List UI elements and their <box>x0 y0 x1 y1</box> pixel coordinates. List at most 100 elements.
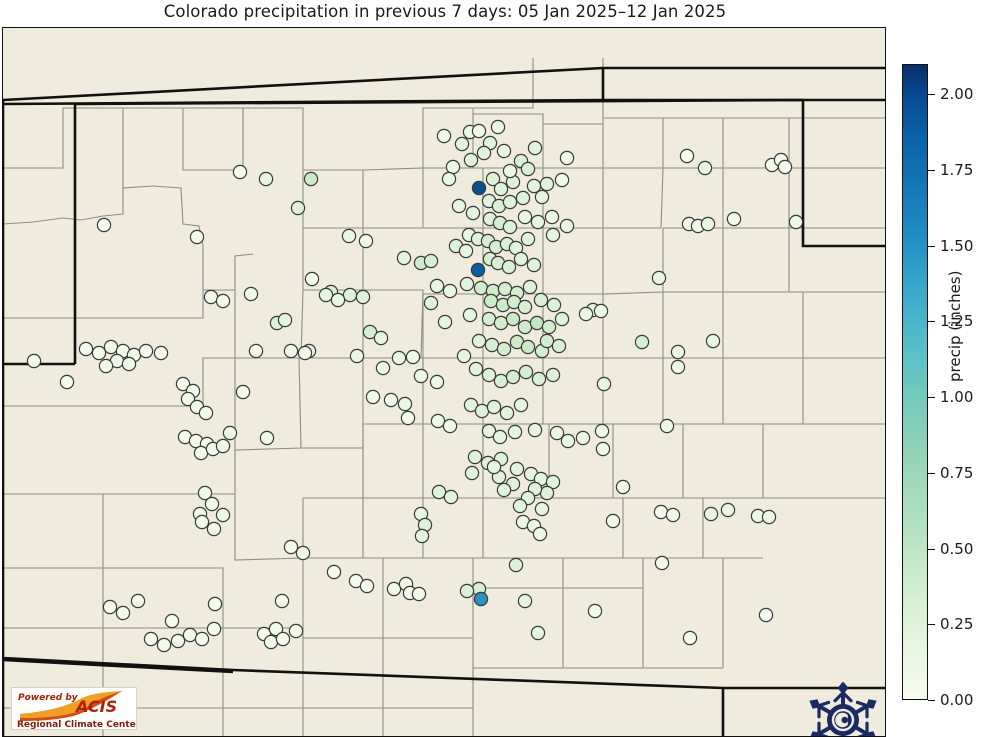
station-marker[interactable] <box>493 181 509 197</box>
station-marker[interactable] <box>490 119 506 135</box>
station-marker[interactable] <box>156 637 172 653</box>
station-marker[interactable] <box>91 345 107 361</box>
station-marker[interactable] <box>545 474 561 490</box>
station-marker[interactable] <box>651 270 667 286</box>
station-marker[interactable] <box>634 334 650 350</box>
station-marker[interactable] <box>59 374 75 390</box>
station-marker[interactable] <box>483 293 499 309</box>
station-marker[interactable] <box>559 150 575 166</box>
station-marker[interactable] <box>383 392 399 408</box>
station-marker[interactable] <box>703 506 719 522</box>
station-marker[interactable] <box>203 289 219 305</box>
station-marker[interactable] <box>505 311 521 327</box>
station-marker[interactable] <box>258 171 274 187</box>
station-marker[interactable] <box>463 397 479 413</box>
station-marker[interactable] <box>761 509 777 525</box>
station-marker[interactable] <box>544 209 560 225</box>
station-marker[interactable] <box>496 143 512 159</box>
station-marker[interactable] <box>207 596 223 612</box>
station-marker[interactable] <box>587 603 603 619</box>
station-marker[interactable] <box>193 445 209 461</box>
station-marker[interactable] <box>496 482 512 498</box>
station-marker[interactable] <box>545 227 561 243</box>
station-marker[interactable] <box>359 578 375 594</box>
station-marker[interactable] <box>512 498 528 514</box>
station-marker[interactable] <box>198 405 214 421</box>
station-marker[interactable] <box>593 303 609 319</box>
station-marker[interactable] <box>508 557 524 573</box>
station-marker[interactable] <box>493 315 509 331</box>
station-marker[interactable] <box>429 374 445 390</box>
station-marker[interactable] <box>365 389 381 405</box>
station-marker[interactable] <box>215 438 231 454</box>
station-marker[interactable] <box>549 425 565 441</box>
station-marker[interactable] <box>654 555 670 571</box>
station-marker[interactable] <box>476 145 492 161</box>
station-marker[interactable] <box>362 324 378 340</box>
station-marker[interactable] <box>670 344 686 360</box>
station-marker[interactable] <box>539 485 555 501</box>
station-marker[interactable] <box>437 314 453 330</box>
station-marker[interactable] <box>373 330 389 346</box>
station-marker[interactable] <box>397 396 413 412</box>
station-marker[interactable] <box>534 501 550 517</box>
station-marker[interactable] <box>259 430 275 446</box>
station-marker[interactable] <box>615 479 631 495</box>
station-marker[interactable] <box>283 343 299 359</box>
station-marker[interactable] <box>533 292 549 308</box>
station-marker[interactable] <box>222 425 238 441</box>
station-marker[interactable] <box>467 449 483 465</box>
station-marker[interactable] <box>470 262 486 278</box>
station-marker[interactable] <box>526 178 542 194</box>
station-marker[interactable] <box>534 189 550 205</box>
station-marker[interactable] <box>204 496 220 512</box>
station-marker[interactable] <box>96 217 112 233</box>
station-marker[interactable] <box>295 545 311 561</box>
station-marker[interactable] <box>175 376 191 392</box>
station-marker[interactable] <box>458 243 474 259</box>
station-marker[interactable] <box>78 341 94 357</box>
station-marker[interactable] <box>554 172 570 188</box>
station-marker[interactable] <box>788 214 804 230</box>
station-marker[interactable] <box>682 630 698 646</box>
station-marker[interactable] <box>473 280 489 296</box>
station-marker[interactable] <box>411 586 427 602</box>
station-marker[interactable] <box>102 599 118 615</box>
station-marker[interactable] <box>502 194 518 210</box>
station-marker[interactable] <box>445 159 461 175</box>
station-marker[interactable] <box>275 631 291 647</box>
station-marker[interactable] <box>513 397 529 413</box>
station-marker[interactable] <box>502 219 518 235</box>
station-marker[interactable] <box>121 356 137 372</box>
station-marker[interactable] <box>194 514 210 530</box>
station-marker[interactable] <box>215 293 231 309</box>
station-marker[interactable] <box>274 593 290 609</box>
station-marker[interactable] <box>471 333 487 349</box>
station-marker[interactable] <box>277 312 293 328</box>
station-marker[interactable] <box>541 319 557 335</box>
station-marker[interactable] <box>386 581 402 597</box>
station-marker[interactable] <box>358 233 374 249</box>
station-marker[interactable] <box>451 198 467 214</box>
station-marker[interactable] <box>653 504 669 520</box>
station-marker[interactable] <box>468 361 484 377</box>
station-marker[interactable] <box>215 507 231 523</box>
station-marker[interactable] <box>423 295 439 311</box>
station-marker[interactable] <box>486 459 502 475</box>
station-marker[interactable] <box>391 350 407 366</box>
station-marker[interactable] <box>486 399 502 415</box>
station-marker[interactable] <box>545 367 561 383</box>
station-marker[interactable] <box>248 343 264 359</box>
station-marker[interactable] <box>499 405 515 421</box>
station-marker[interactable] <box>413 368 429 384</box>
station-marker[interactable] <box>705 333 721 349</box>
station-marker[interactable] <box>103 339 119 355</box>
station-marker[interactable] <box>481 367 497 383</box>
station-marker[interactable] <box>507 424 523 440</box>
station-marker[interactable] <box>459 276 475 292</box>
station-marker[interactable] <box>189 229 205 245</box>
station-marker[interactable] <box>464 465 480 481</box>
precip-station-markers[interactable] <box>3 28 886 737</box>
station-marker[interactable] <box>520 339 536 355</box>
station-marker[interactable] <box>501 259 517 275</box>
